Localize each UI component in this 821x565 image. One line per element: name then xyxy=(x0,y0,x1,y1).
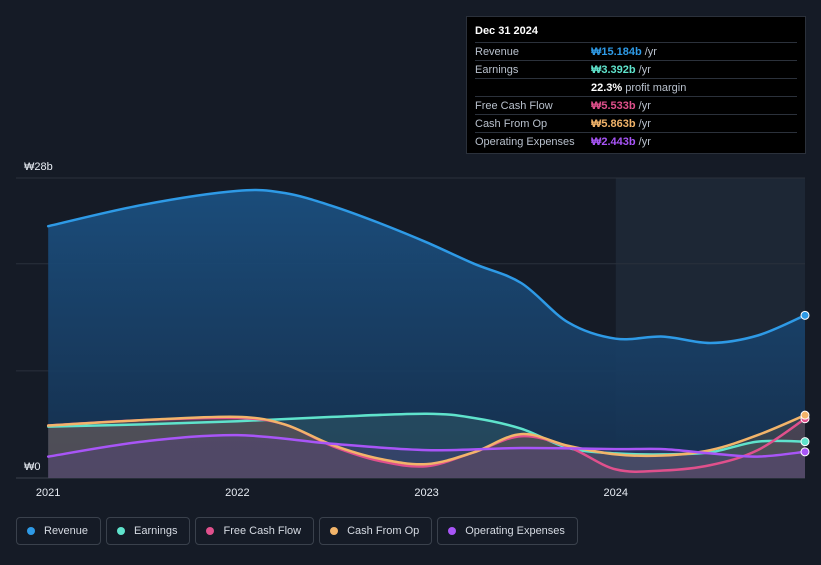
earnings-area xyxy=(48,413,805,478)
revenue-end-point xyxy=(800,310,810,320)
y-tick-label: ₩0 xyxy=(24,461,41,473)
tooltip-row-unit: /yr xyxy=(638,99,651,112)
tooltip-row-label: Free Cash Flow xyxy=(475,99,553,112)
legend-dot-icon xyxy=(27,527,35,535)
legend-dot-icon xyxy=(448,527,457,535)
x-tick-label: 2021 xyxy=(36,487,60,499)
free-cash-flow-area xyxy=(48,417,805,478)
tooltip-row-value: ₩5.533b xyxy=(591,99,636,112)
legend-label: Earnings xyxy=(134,525,178,537)
legend-item-free-cash-flow[interactable]: Free Cash Flow xyxy=(195,517,315,545)
tooltip-row-value: ₩15.184b xyxy=(591,45,642,58)
legend-item-earnings[interactable]: Earnings xyxy=(106,517,191,545)
tooltip-row-value: ₩5.863b xyxy=(591,117,636,130)
tooltip-row: Cash From Op ₩5.863b/yr xyxy=(475,114,797,132)
tooltip-row-unit: /yr xyxy=(638,63,651,76)
x-tick-label: 2022 xyxy=(225,487,249,499)
tooltip-row-value: 22.3% xyxy=(591,81,623,94)
legend-item-revenue[interactable]: Revenue xyxy=(16,517,102,545)
legend-dot-icon xyxy=(330,527,339,535)
tooltip-row-value: ₩3.392b xyxy=(591,63,636,76)
legend-label: Free Cash Flow xyxy=(223,525,302,537)
revenue-area xyxy=(48,189,805,478)
tooltip-row-unit: /yr xyxy=(638,117,651,130)
tooltip-row-label: Revenue xyxy=(475,45,520,58)
legend: Revenue Earnings Free Cash Flow Cash From O… xyxy=(16,517,578,547)
cash-from-op-end-point xyxy=(800,410,810,420)
tooltip-row: Revenue ₩15.184b/yr xyxy=(475,42,797,60)
tooltip-row: Free Cash Flow ₩5.533b/yr xyxy=(475,96,797,114)
legend-dot-icon xyxy=(206,527,215,535)
x-tick-label: 2024 xyxy=(604,487,628,499)
tooltip-row: 22.3% profit margin xyxy=(475,78,797,96)
legend-dot-icon xyxy=(117,527,126,535)
tooltip-row-unit: /yr xyxy=(644,45,657,58)
legend-label: Cash From Op xyxy=(347,525,420,537)
x-tick-label: 2023 xyxy=(414,487,438,499)
tooltip-row: Operating Expenses ₩2.443b/yr xyxy=(475,132,797,150)
tooltip-row-unit: /yr xyxy=(638,135,651,148)
legend-label: Revenue xyxy=(44,525,89,537)
tooltip-row-unit: profit margin xyxy=(625,81,687,94)
y-tick-label: ₩28b xyxy=(24,161,53,173)
cash-from-op-line xyxy=(46,413,807,466)
tooltip-row: Earnings ₩3.392b/yr xyxy=(475,60,797,78)
legend-item-operating-expenses[interactable]: Operating Expenses xyxy=(437,517,578,545)
tooltip-date: Dec 31 2024 xyxy=(475,25,538,37)
tooltip-panel: Dec 31 2024 Revenue ₩15.184b/yr Earnings ₩3… xyxy=(466,16,806,154)
operating-expenses-line xyxy=(46,433,807,458)
tooltip-row-label: Operating Expenses xyxy=(475,135,575,148)
revenue-line xyxy=(46,188,807,345)
operating-expenses-area xyxy=(48,435,805,478)
earnings-end-point xyxy=(800,437,810,447)
tooltip-row-label: Earnings xyxy=(475,63,519,76)
tooltip-row-label: Cash From Op xyxy=(475,117,548,130)
legend-label: Operating Expenses xyxy=(465,525,565,537)
legend-item-cash-from-op[interactable]: Cash From Op xyxy=(319,517,433,545)
tooltip-row-value: ₩2.443b xyxy=(591,135,636,148)
operating-expenses-end-point xyxy=(800,447,810,457)
cash-from-op-area xyxy=(48,415,805,478)
